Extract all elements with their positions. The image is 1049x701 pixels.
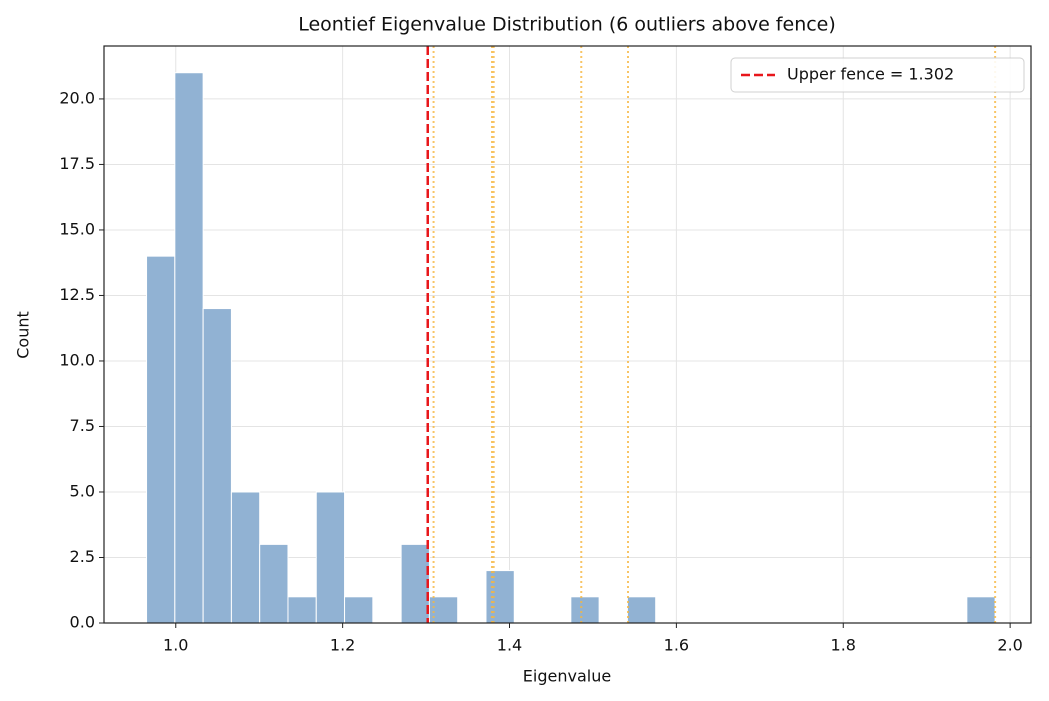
- bar: [485, 570, 515, 624]
- bar: [966, 596, 996, 624]
- bar: [570, 596, 600, 624]
- y-tick-label: 2.5: [70, 547, 95, 566]
- x-tick-label: 1.0: [163, 636, 188, 655]
- x-tick-label: 2.0: [997, 636, 1022, 655]
- bar: [400, 543, 430, 624]
- x-tick-label: 1.4: [497, 636, 522, 655]
- x-tick-label: 1.8: [831, 636, 856, 655]
- bar: [315, 491, 346, 624]
- chart-title: Leontief Eigenvalue Distribution (6 outl…: [298, 14, 836, 36]
- bar: [202, 308, 232, 624]
- y-tick-label: 15.0: [59, 219, 95, 238]
- y-tick-label: 20.0: [59, 88, 95, 107]
- bar: [344, 596, 374, 624]
- x-tick-label: 1.6: [664, 636, 689, 655]
- bar: [626, 596, 657, 624]
- bar: [230, 491, 261, 624]
- y-tick-label: 12.5: [59, 285, 95, 304]
- bar: [146, 255, 176, 624]
- axes-frame: [103, 45, 1032, 624]
- legend-label: Upper fence = 1.302: [787, 65, 954, 84]
- y-tick-label: 0.0: [70, 613, 95, 632]
- bar: [287, 596, 317, 624]
- bar: [174, 72, 204, 624]
- y-tick-label: 17.5: [59, 154, 95, 173]
- legend-box: [730, 57, 1025, 93]
- x-tick-label: 1.2: [330, 636, 355, 655]
- bar: [428, 596, 459, 624]
- y-axis-label: Count: [14, 311, 33, 359]
- y-tick-label: 7.5: [70, 416, 95, 435]
- bar: [259, 543, 289, 624]
- y-tick-label: 5.0: [70, 481, 95, 500]
- y-tick-label: 10.0: [59, 350, 95, 369]
- x-axis-label: Eigenvalue: [523, 667, 611, 686]
